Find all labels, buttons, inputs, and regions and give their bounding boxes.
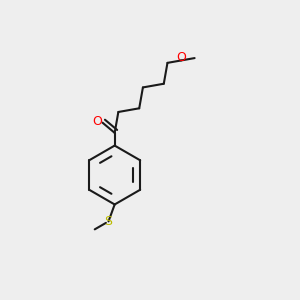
- Text: O: O: [92, 115, 102, 128]
- Text: S: S: [104, 215, 112, 228]
- Text: O: O: [176, 51, 186, 64]
